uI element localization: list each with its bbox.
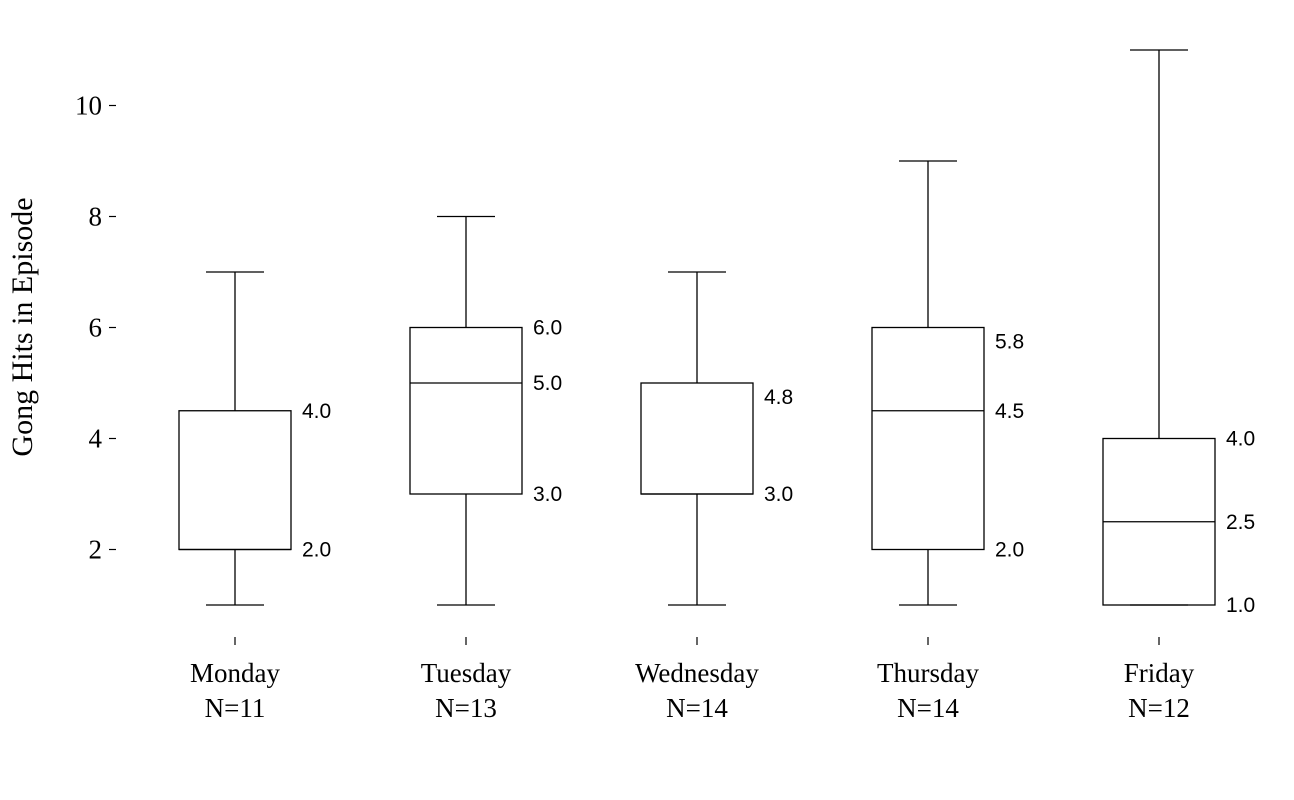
box-value-label: 4.8 (764, 386, 793, 409)
x-tick-label: Thursday (877, 658, 979, 688)
y-tick-label: 8 (89, 202, 103, 232)
x-tick-label: Monday (190, 658, 280, 688)
sample-size-label: N=14 (897, 693, 959, 723)
box-monday: 4.0 2.0 (178, 271, 331, 606)
box-value-label: 5.0 (533, 372, 562, 395)
box-value-label: 2.0 (995, 539, 1024, 562)
sample-size-label: N=13 (435, 693, 497, 723)
y-axis-label: Gong Hits in Episode (6, 197, 39, 456)
box-value-label: 1.0 (1226, 594, 1255, 617)
box-value-label: 2.5 (1226, 511, 1255, 534)
box-plots: 4.0 2.0 6.0 5.0 3.0 4.8 3.0 5.8 4.5 2.0 4.0 2.5 1.0 (178, 49, 1255, 617)
y-tick-label: 10 (75, 91, 102, 121)
box-value-label: 4.0 (1226, 428, 1255, 451)
box-tuesday: 6.0 5.0 3.0 (409, 215, 562, 606)
y-tick-label: 4 (89, 424, 103, 454)
y-tick-label: 2 (89, 535, 103, 565)
sample-size-label: N=12 (1128, 693, 1190, 723)
box-value-label: 5.8 (995, 330, 1024, 353)
iqr-box (640, 382, 754, 495)
x-tick-label: Friday (1124, 658, 1195, 688)
sample-size-label: N=14 (666, 693, 728, 723)
box-value-label: 3.0 (533, 483, 562, 506)
box-value-label: 6.0 (533, 317, 562, 340)
sample-size-label: N=11 (205, 693, 266, 723)
box-friday: 4.0 2.5 1.0 (1102, 49, 1255, 617)
iqr-box (409, 326, 523, 495)
y-axis: 2 4 6 8 10 (75, 91, 116, 565)
x-tick-label: Tuesday (421, 658, 512, 688)
x-axis: Monday N=11 Tuesday N=13 Wednesday N=14 Thursd… (190, 637, 1195, 723)
box-wednesday: 4.8 3.0 (640, 271, 793, 606)
iqr-box (871, 326, 985, 551)
iqr-box (178, 410, 292, 551)
box-value-label: 3.0 (764, 483, 793, 506)
box-value-label: 2.0 (302, 539, 331, 562)
x-tick-label: Wednesday (635, 658, 759, 688)
y-tick-label: 6 (89, 313, 103, 343)
box-value-label: 4.5 (995, 400, 1024, 423)
y-axis-label-group: Gong Hits in Episode (6, 197, 39, 456)
box-value-label: 4.0 (302, 400, 331, 423)
box-thursday: 5.8 4.5 2.0 (871, 160, 1024, 606)
